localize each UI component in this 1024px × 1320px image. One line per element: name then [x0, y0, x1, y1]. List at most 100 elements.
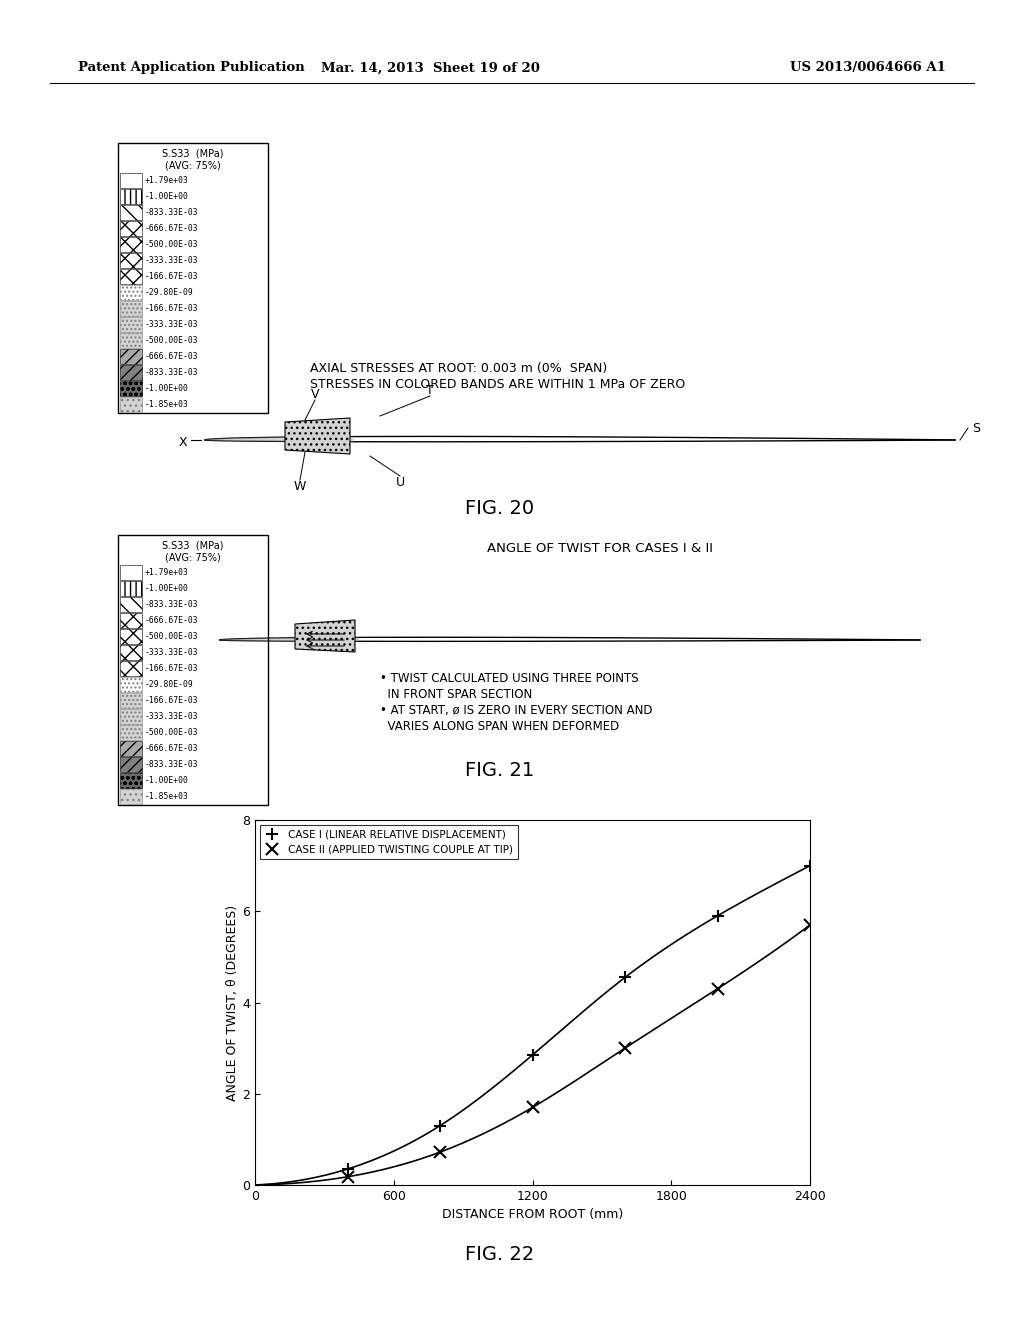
Text: Patent Application Publication: Patent Application Publication	[78, 62, 305, 74]
CASE I (LINEAR RELATIVE DISPLACEMENT)	[804, 858, 816, 874]
Bar	[120, 238, 142, 252]
Bar	[120, 645, 142, 660]
Bar	[118, 535, 268, 805]
Text: -500.00E-03: -500.00E-03	[145, 632, 199, 640]
CASE I (LINEAR RELATIVE DISPLACEMENT)	[434, 1118, 446, 1134]
Text: -500.00E-03: -500.00E-03	[145, 335, 199, 345]
Bar	[120, 348, 142, 363]
Bar	[120, 677, 142, 692]
Text: -1.00E+00: -1.00E+00	[145, 583, 188, 593]
Bar	[120, 301, 142, 315]
Text: ANGLE OF TWIST FOR CASES I & II: ANGLE OF TWIST FOR CASES I & II	[487, 541, 713, 554]
Text: IN FRONT SPAR SECTION: IN FRONT SPAR SECTION	[380, 688, 532, 701]
Bar	[120, 661, 142, 676]
Bar	[120, 253, 142, 268]
Text: FIG. 20: FIG. 20	[466, 499, 535, 517]
Bar	[120, 693, 142, 708]
Text: -166.67E-03: -166.67E-03	[145, 696, 199, 705]
Text: -166.67E-03: -166.67E-03	[145, 272, 199, 281]
Bar	[120, 630, 142, 644]
Bar	[120, 612, 142, 627]
Text: -1.00E+00: -1.00E+00	[145, 384, 188, 393]
Bar	[120, 366, 142, 380]
Text: -333.33E-03: -333.33E-03	[145, 711, 199, 721]
Text: -500.00E-03: -500.00E-03	[145, 727, 199, 737]
CASE I (LINEAR RELATIVE DISPLACEMENT)	[618, 969, 631, 985]
Bar	[120, 317, 142, 331]
Bar	[120, 269, 142, 284]
Text: -1.85e+03: -1.85e+03	[145, 792, 188, 801]
Text: -166.67E-03: -166.67E-03	[145, 304, 199, 313]
Text: S.S33  (MPa): S.S33 (MPa)	[162, 149, 224, 158]
Text: (AVG: 75%): (AVG: 75%)	[165, 160, 221, 170]
Text: -1.85e+03: -1.85e+03	[145, 400, 188, 409]
CASE II (APPLIED TWISTING COUPLE AT TIP)	[618, 1040, 631, 1056]
Text: -833.33E-03: -833.33E-03	[145, 599, 199, 609]
Bar	[120, 774, 142, 788]
CASE I (LINEAR RELATIVE DISPLACEMENT)	[341, 1162, 353, 1177]
Text: FIG. 21: FIG. 21	[465, 760, 535, 780]
Text: T: T	[426, 384, 434, 396]
Text: -833.33E-03: -833.33E-03	[145, 760, 199, 768]
Bar	[120, 189, 142, 203]
Bar	[120, 597, 142, 611]
Polygon shape	[285, 418, 350, 454]
Text: S.S33  (MPa): S.S33 (MPa)	[162, 541, 224, 550]
Bar	[120, 173, 142, 187]
CASE II (APPLIED TWISTING COUPLE AT TIP)	[341, 1170, 353, 1185]
Text: V: V	[310, 388, 319, 400]
Text: -333.33E-03: -333.33E-03	[145, 648, 199, 657]
Text: X: X	[178, 436, 187, 449]
CASE II (APPLIED TWISTING COUPLE AT TIP)	[804, 917, 816, 933]
Text: FIG. 22: FIG. 22	[465, 1246, 535, 1265]
Text: -833.33E-03: -833.33E-03	[145, 207, 199, 216]
Line: CASE I (LINEAR RELATIVE DISPLACEMENT): CASE I (LINEAR RELATIVE DISPLACEMENT)	[341, 859, 816, 1175]
Bar	[120, 709, 142, 723]
Bar	[120, 285, 142, 300]
Text: Mar. 14, 2013  Sheet 19 of 20: Mar. 14, 2013 Sheet 19 of 20	[321, 62, 540, 74]
Bar	[120, 205, 142, 219]
Bar	[120, 789, 142, 804]
Text: +1.79e+03: +1.79e+03	[145, 176, 188, 185]
Bar	[120, 756, 142, 771]
Polygon shape	[205, 437, 353, 442]
Text: -166.67E-03: -166.67E-03	[145, 664, 199, 673]
Line: CASE II (APPLIED TWISTING COUPLE AT TIP): CASE II (APPLIED TWISTING COUPLE AT TIP)	[342, 920, 815, 1183]
Text: -666.67E-03: -666.67E-03	[145, 615, 199, 624]
Text: U: U	[395, 475, 404, 488]
Text: -29.80E-09: -29.80E-09	[145, 288, 194, 297]
Bar	[118, 143, 268, 413]
Polygon shape	[220, 638, 358, 642]
Text: S: S	[972, 421, 980, 434]
Text: -500.00E-03: -500.00E-03	[145, 240, 199, 248]
Text: W: W	[294, 479, 306, 492]
Text: VARIES ALONG SPAN WHEN DEFORMED: VARIES ALONG SPAN WHEN DEFORMED	[380, 719, 620, 733]
Bar	[120, 725, 142, 739]
X-axis label: DISTANCE FROM ROOT (mm): DISTANCE FROM ROOT (mm)	[442, 1208, 624, 1221]
Bar	[120, 565, 142, 579]
Text: -666.67E-03: -666.67E-03	[145, 743, 199, 752]
Bar	[120, 220, 142, 235]
Text: -333.33E-03: -333.33E-03	[145, 319, 199, 329]
Bar	[120, 381, 142, 396]
Text: -1.00E+00: -1.00E+00	[145, 191, 188, 201]
Y-axis label: ANGLE OF TWIST, θ (DEGREES): ANGLE OF TWIST, θ (DEGREES)	[226, 904, 240, 1101]
CASE II (APPLIED TWISTING COUPLE AT TIP)	[434, 1144, 446, 1160]
Bar	[120, 397, 142, 412]
Bar	[120, 741, 142, 755]
Text: US 2013/0064666 A1: US 2013/0064666 A1	[791, 62, 946, 74]
Text: -666.67E-03: -666.67E-03	[145, 351, 199, 360]
Text: -833.33E-03: -833.33E-03	[145, 368, 199, 376]
Text: +1.79e+03: +1.79e+03	[145, 568, 188, 577]
Text: -666.67E-03: -666.67E-03	[145, 224, 199, 232]
CASE I (LINEAR RELATIVE DISPLACEMENT)	[712, 908, 724, 924]
Legend: CASE I (LINEAR RELATIVE DISPLACEMENT), CASE II (APPLIED TWISTING COUPLE AT TIP): CASE I (LINEAR RELATIVE DISPLACEMENT), C…	[260, 825, 517, 859]
CASE II (APPLIED TWISTING COUPLE AT TIP)	[712, 981, 724, 997]
Text: • AT START, ø IS ZERO IN EVERY SECTION AND: • AT START, ø IS ZERO IN EVERY SECTION A…	[380, 704, 652, 717]
Text: -333.33E-03: -333.33E-03	[145, 256, 199, 265]
Bar	[120, 581, 142, 595]
Text: (AVG: 75%): (AVG: 75%)	[165, 552, 221, 562]
Bar	[120, 333, 142, 347]
Text: • TWIST CALCULATED USING THREE POINTS: • TWIST CALCULATED USING THREE POINTS	[380, 672, 639, 685]
Text: STRESSES IN COLORED BANDS ARE WITHIN 1 MPa OF ZERO: STRESSES IN COLORED BANDS ARE WITHIN 1 M…	[310, 378, 685, 391]
